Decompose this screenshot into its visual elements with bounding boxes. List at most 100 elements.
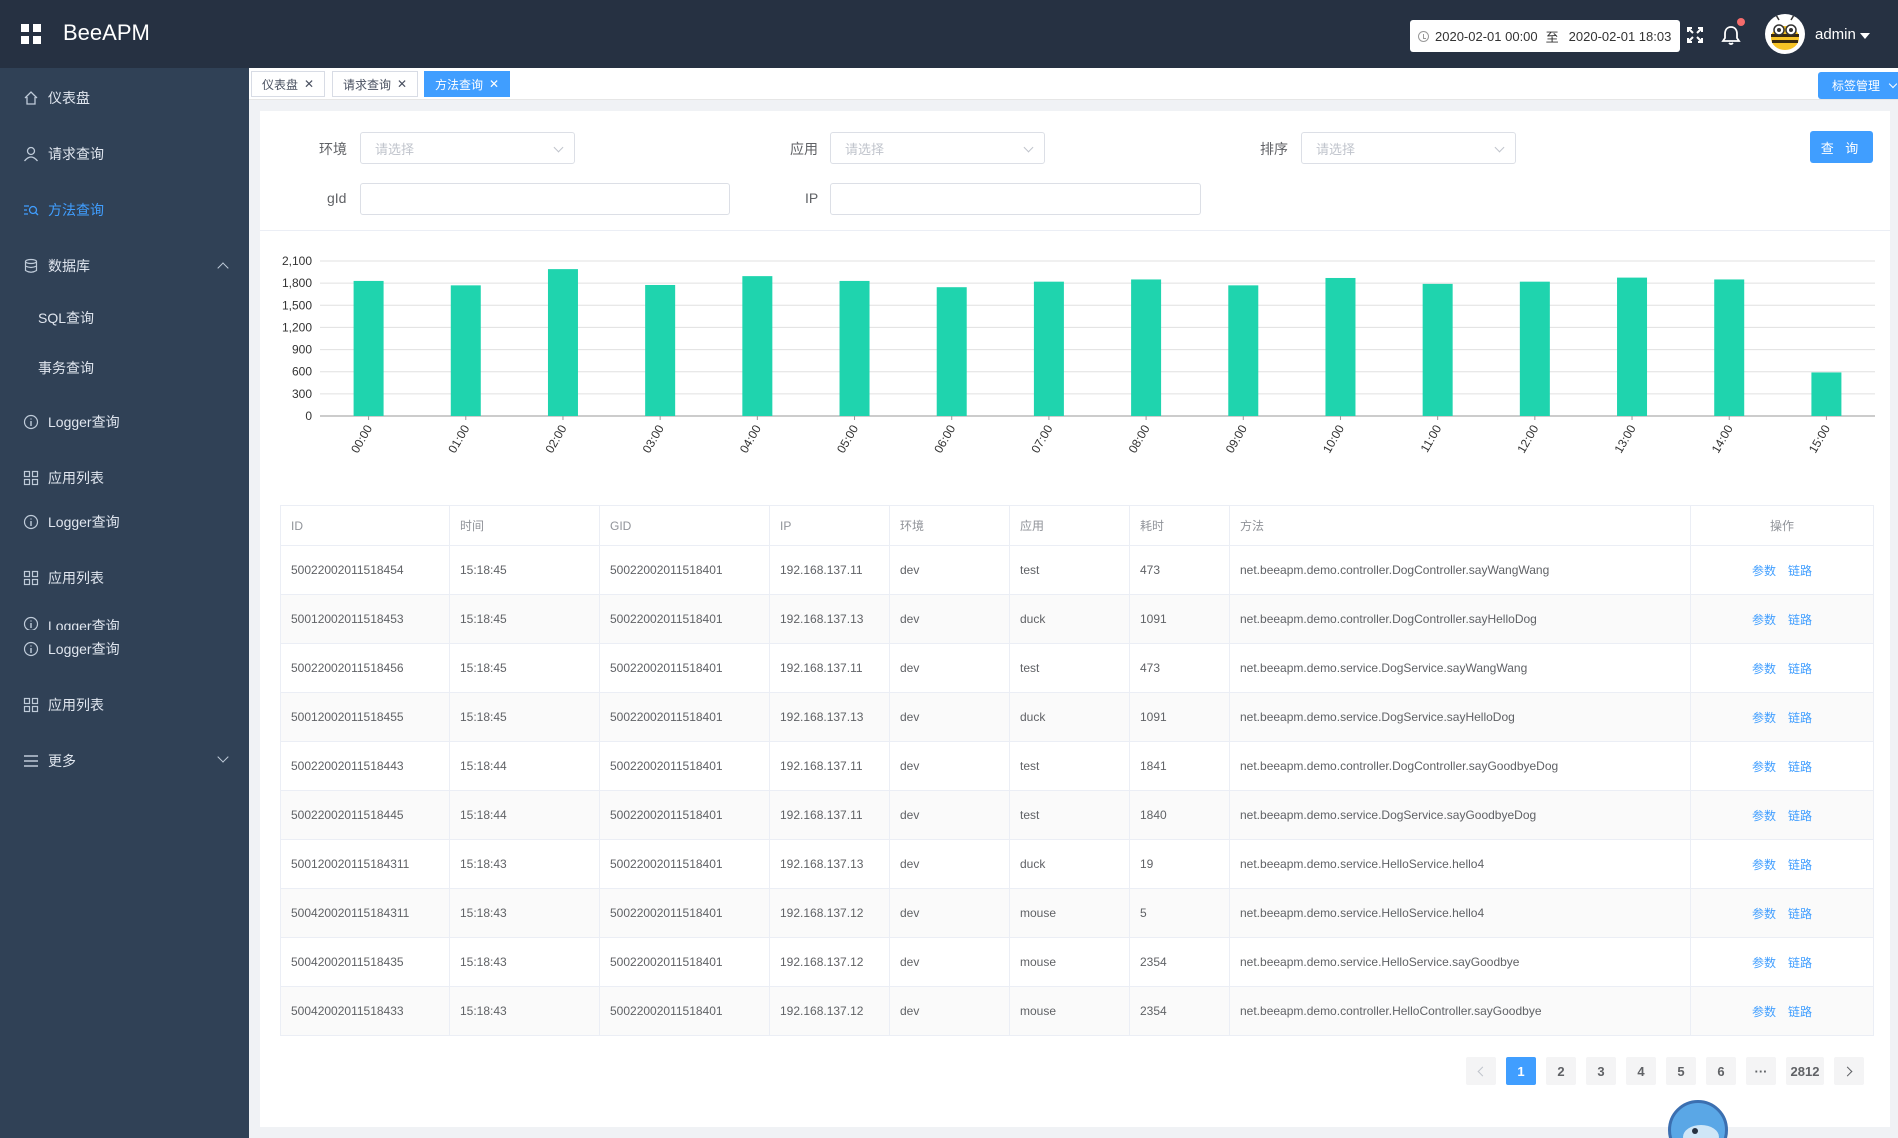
- chart-bar[interactable]: [1617, 277, 1648, 416]
- params-link[interactable]: 参数: [1751, 661, 1776, 676]
- sidebar-item-logger-query-2[interactable]: Logger查询: [0, 502, 249, 542]
- chart-bar[interactable]: [450, 285, 481, 416]
- sidebar-item-database[interactable]: 数据库: [0, 246, 249, 286]
- page-6-button[interactable]: 6: [1706, 1057, 1736, 1085]
- sidebar-item-logger-query-4[interactable]: Logger查询: [0, 629, 249, 669]
- table-row[interactable]: 50012002011518453 15:18:45 500220020115184…: [280, 594, 1874, 644]
- app-select[interactable]: 请选择: [830, 132, 1045, 164]
- column-header[interactable]: 应用: [1009, 505, 1130, 546]
- trace-link[interactable]: 链路: [1788, 710, 1813, 725]
- trace-link[interactable]: 链路: [1788, 563, 1813, 578]
- params-link[interactable]: 参数: [1751, 759, 1776, 774]
- params-link[interactable]: 参数: [1751, 955, 1776, 970]
- params-link[interactable]: 参数: [1751, 1004, 1776, 1019]
- sidebar-item-sql-query[interactable]: SQL查询: [0, 298, 249, 338]
- chart-bar[interactable]: [1422, 283, 1453, 416]
- column-header[interactable]: ID: [280, 505, 450, 546]
- table-row[interactable]: 50022002011518443 15:18:44 500220020115184…: [280, 741, 1874, 791]
- env-select[interactable]: 请选择: [360, 132, 575, 164]
- chart-bar[interactable]: [1131, 279, 1162, 416]
- trace-link[interactable]: 链路: [1788, 1004, 1813, 1019]
- query-button[interactable]: 查 询: [1810, 131, 1873, 163]
- chart-bar[interactable]: [936, 287, 967, 416]
- trace-link[interactable]: 链路: [1788, 955, 1813, 970]
- params-link[interactable]: 参数: [1751, 612, 1776, 627]
- sidebar-item-method-query[interactable]: 方法查询: [0, 190, 249, 230]
- chart-bar[interactable]: [1033, 281, 1064, 416]
- more-pages-button[interactable]: ···: [1746, 1057, 1776, 1085]
- trace-link[interactable]: 链路: [1788, 906, 1813, 921]
- tag-manage-dropdown[interactable]: 标签管理: [1818, 72, 1898, 99]
- page-5-button[interactable]: 5: [1666, 1057, 1696, 1085]
- sidebar-item-transaction-query[interactable]: 事务查询: [0, 348, 249, 388]
- column-header[interactable]: 耗时: [1129, 505, 1230, 546]
- params-link[interactable]: 参数: [1751, 857, 1776, 872]
- sidebar-item-logger-query-3[interactable]: Logger查询: [0, 610, 249, 630]
- brand-logo[interactable]: BeeAPM: [63, 20, 150, 45]
- bell-icon[interactable]: [1720, 24, 1742, 46]
- sidebar-item-app-list-2[interactable]: 应用列表: [0, 558, 249, 598]
- close-icon[interactable]: ✕: [489, 77, 500, 91]
- fullscreen-icon[interactable]: [1686, 26, 1704, 44]
- sidebar-item-app-list-3[interactable]: 应用列表: [0, 685, 249, 725]
- table-row[interactable]: 50022002011518445 15:18:44 500220020115184…: [280, 790, 1874, 840]
- chart-bar[interactable]: [1228, 285, 1259, 416]
- tab-request-query[interactable]: 请求查询 ✕: [332, 71, 419, 97]
- apps-grid-icon[interactable]: [21, 24, 41, 44]
- avatar[interactable]: [1765, 14, 1805, 54]
- chart-bar[interactable]: [839, 280, 870, 416]
- sort-select[interactable]: 请选择: [1301, 132, 1516, 164]
- column-header[interactable]: 方法: [1229, 505, 1691, 546]
- tab-dashboard[interactable]: 仪表盘 ✕: [251, 71, 326, 97]
- ip-input[interactable]: [830, 183, 1201, 215]
- chart-bar[interactable]: [547, 269, 578, 416]
- sidebar-item-more[interactable]: 更多: [0, 741, 249, 781]
- column-header[interactable]: GID: [599, 505, 770, 546]
- sidebar-item-request-query[interactable]: 请求查询: [0, 134, 249, 174]
- params-link[interactable]: 参数: [1751, 563, 1776, 578]
- chart-bar[interactable]: [353, 280, 384, 416]
- page-4-button[interactable]: 4: [1626, 1057, 1656, 1085]
- table-row[interactable]: 500120020115184311 15:18:43 50022002011518…: [280, 839, 1874, 889]
- column-header[interactable]: 环境: [889, 505, 1010, 546]
- trace-link[interactable]: 链路: [1788, 759, 1813, 774]
- column-header[interactable]: 时间: [449, 505, 600, 546]
- table-row[interactable]: 500420020115184311 15:18:43 50022002011518…: [280, 888, 1874, 938]
- tab-method-query[interactable]: 方法查询 ✕: [424, 71, 511, 97]
- page-1-button[interactable]: 1: [1506, 1057, 1536, 1085]
- table-cell: duck: [1009, 839, 1130, 889]
- trace-link[interactable]: 链路: [1788, 857, 1813, 872]
- chart-bar[interactable]: [1325, 277, 1356, 416]
- table-row[interactable]: 50042002011518433 15:18:43 500220020115184…: [280, 986, 1874, 1036]
- page-2-button[interactable]: 2: [1546, 1057, 1576, 1085]
- prev-page-button[interactable]: [1466, 1057, 1496, 1085]
- sidebar-item-app-list[interactable]: 应用列表: [0, 458, 249, 498]
- trace-link[interactable]: 链路: [1788, 661, 1813, 676]
- next-page-button[interactable]: [1834, 1057, 1864, 1085]
- trace-link[interactable]: 链路: [1788, 612, 1813, 627]
- chart-bar[interactable]: [645, 284, 676, 416]
- sidebar-item-dashboard[interactable]: 仪表盘: [0, 78, 249, 118]
- params-link[interactable]: 参数: [1751, 808, 1776, 823]
- params-link[interactable]: 参数: [1751, 906, 1776, 921]
- trace-link[interactable]: 链路: [1788, 808, 1813, 823]
- close-icon[interactable]: ✕: [304, 77, 315, 91]
- chart-bar[interactable]: [1714, 279, 1745, 416]
- gid-input[interactable]: [360, 183, 730, 215]
- params-link[interactable]: 参数: [1751, 710, 1776, 725]
- user-name[interactable]: admin: [1815, 26, 1856, 43]
- page-3-button[interactable]: 3: [1586, 1057, 1616, 1085]
- table-row[interactable]: 50022002011518456 15:18:45 500220020115184…: [280, 643, 1874, 693]
- chart-bar[interactable]: [1519, 281, 1550, 416]
- chart-bar[interactable]: [1811, 372, 1842, 416]
- chart-bar[interactable]: [742, 276, 773, 416]
- column-header[interactable]: IP: [769, 505, 890, 546]
- table-row[interactable]: 50042002011518435 15:18:43 500220020115184…: [280, 937, 1874, 987]
- table-row[interactable]: 50012002011518455 15:18:45 500220020115184…: [280, 692, 1874, 742]
- table-row[interactable]: 50022002011518454 15:18:45 500220020115184…: [280, 545, 1874, 595]
- user-caret-icon[interactable]: [1860, 33, 1870, 39]
- close-icon[interactable]: ✕: [397, 77, 408, 91]
- sidebar-item-logger-query[interactable]: Logger查询: [0, 402, 249, 442]
- last-page-button[interactable]: 2812: [1786, 1057, 1824, 1085]
- time-range-picker[interactable]: 2020-02-01 00:00 至 2020-02-01 18:03: [1410, 20, 1680, 52]
